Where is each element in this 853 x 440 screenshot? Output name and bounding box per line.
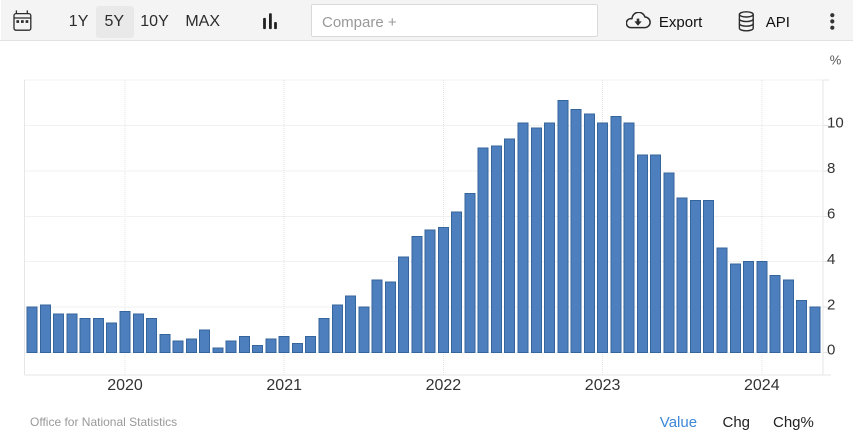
svg-text:2020: 2020 <box>107 377 143 394</box>
svg-text:0: 0 <box>827 342 835 359</box>
svg-text:2024: 2024 <box>744 377 780 394</box>
svg-text:6: 6 <box>827 206 835 223</box>
svg-text:4: 4 <box>827 251 835 268</box>
svg-text:2: 2 <box>827 296 835 313</box>
svg-text:2022: 2022 <box>426 377 462 394</box>
svg-text:2021: 2021 <box>266 377 302 394</box>
svg-text:10: 10 <box>827 115 844 132</box>
svg-text:%: % <box>830 53 842 68</box>
svg-text:2023: 2023 <box>585 377 621 394</box>
svg-text:8: 8 <box>827 160 835 177</box>
